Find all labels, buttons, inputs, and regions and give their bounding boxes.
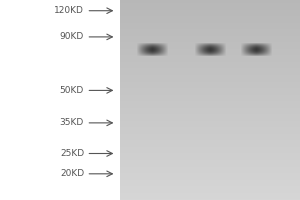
Text: 90KD: 90KD bbox=[60, 32, 84, 41]
Text: 50KD: 50KD bbox=[60, 86, 84, 95]
Text: 20KD: 20KD bbox=[60, 169, 84, 178]
Text: 25KD: 25KD bbox=[60, 149, 84, 158]
Text: 120KD: 120KD bbox=[54, 6, 84, 15]
Text: 35KD: 35KD bbox=[60, 118, 84, 127]
